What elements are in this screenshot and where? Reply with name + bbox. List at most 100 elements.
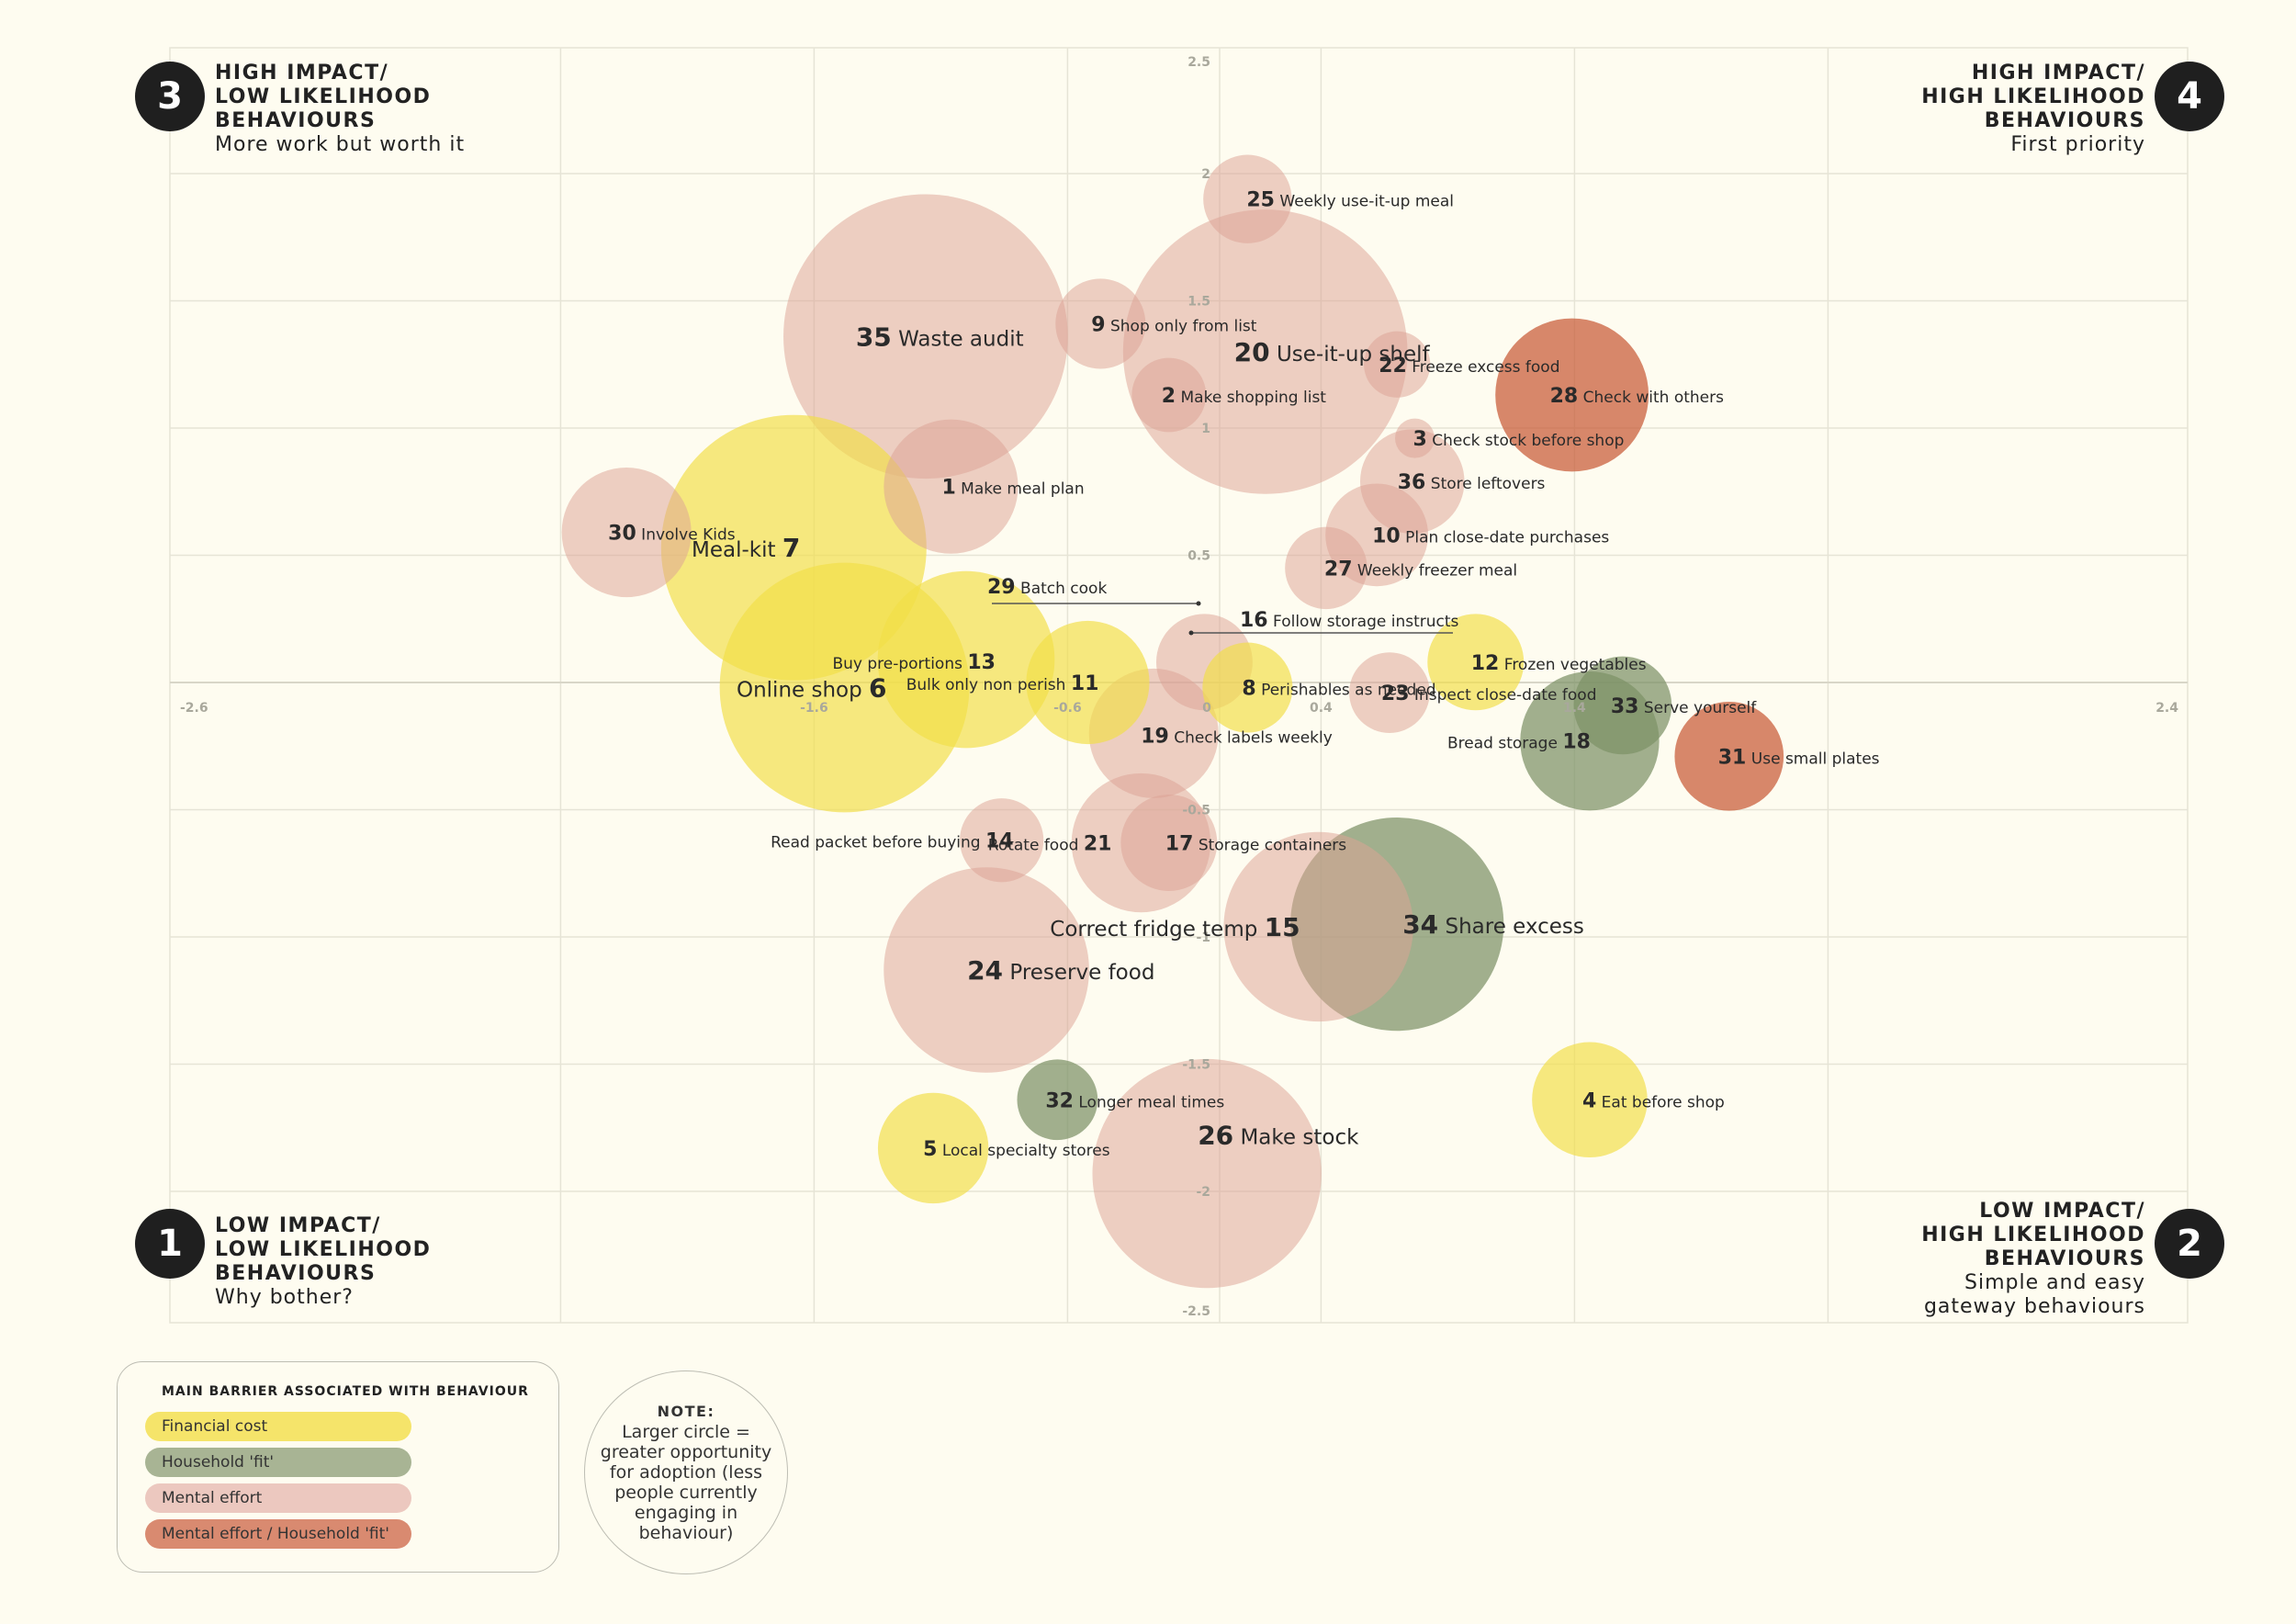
bubble-label-34: 34 Share excess (1402, 909, 1584, 940)
bubble-9 (1055, 278, 1146, 369)
bubble-label-5: 5 Local specialty stores (923, 1138, 1110, 1161)
quadrant-4-badge: 4 (2155, 62, 2224, 131)
quadrant-4-label: HIGH IMPACT/ HIGH LIKELIHOOD BEHAVIOURS … (1921, 62, 2145, 157)
bubble-label-8: 8 Perishables as needed (1242, 678, 1435, 701)
bubble-5 (877, 1092, 989, 1204)
bubble-label-28: 28 Check with others (1550, 385, 1724, 408)
bubble-8 (1202, 642, 1293, 733)
note-title: NOTE: (657, 1403, 715, 1420)
bubbles (561, 154, 1784, 1289)
bubble-label-30: 30 Involve Kids (608, 523, 736, 546)
bubble-22 (1364, 331, 1431, 398)
bubble-label-1: 1 Make meal plan (941, 477, 1084, 500)
bubble-label-6: Online shop 6 (737, 673, 887, 704)
legend-item-mental-effort: Mental effort (145, 1483, 411, 1513)
bubble-33 (1573, 656, 1672, 755)
quadrant-2-subtitle: Simple and easy gateway behaviours (1923, 1271, 2145, 1318)
bubble-label-15: Correct fridge temp 15 (1050, 912, 1300, 942)
y-tick-label: -2.5 (1182, 1304, 1210, 1319)
bubble-label-20: 20 Use-it-up shelf (1234, 337, 1431, 367)
bubble-32 (1017, 1059, 1098, 1141)
quadrant-2-label: LOW IMPACT/ HIGH LIKELIHOOD BEHAVIOURS S… (1921, 1200, 2145, 1319)
quadrant-3-subtitle: More work but worth it (215, 133, 466, 156)
bubble-17 (1120, 795, 1218, 891)
y-tick-label: -0.5 (1182, 804, 1210, 818)
bubble-label-14: Read packet before buying 14 (771, 830, 1014, 853)
bubble-label-4: 4 Eat before shop (1582, 1089, 1725, 1112)
bubble-label-18: Bread storage 18 (1447, 731, 1591, 754)
bubble-label-32: 32 Longer meal times (1045, 1089, 1224, 1112)
bubble-label-31: 31 Use small plates (1718, 746, 1880, 769)
legend-item-financial-cost: Financial cost (145, 1412, 411, 1441)
bubble-label-7: Meal-kit 7 (692, 533, 800, 563)
bubble-label-3: 3 Check stock before shop (1413, 428, 1625, 451)
bubble-26 (1092, 1058, 1322, 1289)
bubble-label-35: 35 Waste audit (856, 321, 1024, 352)
x-tick-label: 0 (1202, 701, 1211, 716)
bubble-label-25: 25 Weekly use-it-up meal (1246, 189, 1454, 212)
bubble-label-17: 17 Storage containers (1165, 833, 1346, 856)
legend-item-household-fit: Household 'fit' (145, 1448, 411, 1477)
quadrant-1-badge: 1 (135, 1209, 205, 1279)
bubble-label-26: 26 Make stock (1198, 1121, 1359, 1151)
quadrant-2-badge: 2 (2155, 1209, 2224, 1279)
legend-title: MAIN BARRIER ASSOCIATED WITH BEHAVIOUR (162, 1384, 529, 1399)
plot-frame (169, 47, 2189, 1324)
quadrant-3-title: HIGH IMPACT/ LOW LIKELIHOOD BEHAVIOURS (215, 62, 432, 132)
x-tick-label: 2.4 (2155, 701, 2178, 716)
legend: MAIN BARRIER ASSOCIATED WITH BEHAVIOUR F… (117, 1361, 559, 1573)
bubble-23 (1349, 652, 1430, 733)
bubble-labels: 35 Waste audit 20 Use-it-up shelf 26 Make … (608, 189, 1880, 1161)
bubble-label-24: 24 Preserve food (967, 955, 1154, 986)
bubble-28 (1495, 318, 1649, 472)
y-tick-label: -1.5 (1182, 1058, 1210, 1073)
leader-storage-instructs-dot (1188, 630, 1194, 636)
bubble-35 (783, 194, 1068, 479)
y-tick-label: 2 (1201, 167, 1210, 182)
quadrant-1-title: LOW IMPACT/ LOW LIKELIHOOD BEHAVIOURS (215, 1214, 432, 1285)
bubble-label-21: Rotate food 21 (988, 833, 1112, 856)
bubble-label-10: 10 Plan close-date purchases (1372, 524, 1609, 547)
legend-item-mental-effort-household-fit: Mental effort / Household 'fit' (145, 1519, 411, 1549)
bubble-14 (960, 798, 1044, 883)
quadrant-3-badge: 3 (135, 62, 205, 131)
x-tick-label: -2.6 (180, 701, 208, 716)
bubble-label-36: 36 Store leftovers (1398, 471, 1546, 494)
bubble-25 (1203, 154, 1292, 243)
bubble-label-29: 29 Batch cook (987, 576, 1107, 599)
bubble-15 (1223, 831, 1413, 1022)
bubble-27 (1285, 526, 1367, 610)
bubble-label-27: 27 Weekly freezer meal (1324, 558, 1517, 581)
quadrant-4-title: HIGH IMPACT/ HIGH LIKELIHOOD BEHAVIOURS (1921, 62, 2145, 132)
leader-batch-cook-dot (1196, 601, 1201, 606)
note-text: Larger circle = greater opportunity for … (600, 1422, 772, 1543)
bubble-label-22: 22 Freeze excess food (1379, 355, 1559, 378)
bubble-11 (1026, 620, 1150, 745)
bubble-30 (561, 468, 692, 598)
y-tick-label: 2.5 (1187, 55, 1210, 70)
x-tick-label: 1.4 (1563, 701, 1586, 716)
x-tick-label: -1.6 (800, 701, 828, 716)
axis-ticks: -2.6 -1.6 -0.6 0 0.4 1.4 2.4 2.5 2 1.5 1 0.5 -0.5 -1 -… (180, 55, 2178, 1319)
bubble-12 (1427, 614, 1525, 711)
bubble-3 (1395, 418, 1435, 458)
y-tick-label: 0.5 (1187, 549, 1210, 564)
bubble-label-12: 12 Frozen vegetables (1471, 652, 1647, 675)
bubble-1 (884, 419, 1019, 554)
bubble-label-11: Bulk only non perish 11 (906, 672, 1099, 695)
x-tick-label: -0.6 (1053, 701, 1082, 716)
quadrant-2-title: LOW IMPACT/ HIGH LIKELIHOOD BEHAVIOURS (1921, 1200, 2145, 1270)
quadrant-1-label: LOW IMPACT/ LOW LIKELIHOOD BEHAVIOURS Wh… (215, 1214, 431, 1310)
bubble-13 (877, 570, 1055, 749)
bubble-24 (884, 867, 1089, 1073)
bubble-20 (1122, 209, 1408, 494)
bubble-label-13: Buy pre-portions 13 (832, 651, 996, 674)
y-tick-label: -1 (1196, 930, 1210, 945)
size-note: NOTE: Larger circle = greater opportunit… (584, 1370, 788, 1574)
leader-lines (992, 601, 1453, 636)
bubble-label-19: 19 Check labels weekly (1141, 725, 1333, 748)
quadrant-1-subtitle: Why bother? (215, 1286, 354, 1309)
y-tick-label: 1.5 (1187, 295, 1210, 310)
bubble-4 (1532, 1042, 1648, 1158)
